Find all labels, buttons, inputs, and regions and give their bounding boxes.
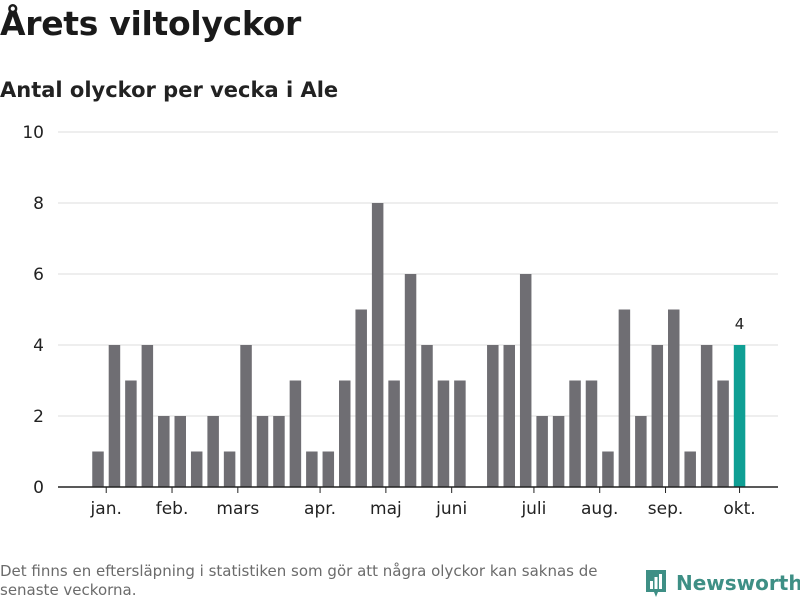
y-axis-ticks: 0 2 4 6 8 10 (22, 123, 44, 498)
bar (141, 345, 154, 487)
bar (273, 416, 285, 487)
y-tick-label: 6 (33, 265, 44, 285)
bar (519, 274, 532, 487)
brand-name: Newsworthy (676, 571, 800, 595)
bar (306, 451, 318, 487)
y-tick-label: 2 (33, 407, 44, 427)
x-axis-ticks: jan. feb. mars apr. maj juni juli aug. sep. okt. (58, 486, 778, 519)
bar (190, 451, 203, 487)
x-tick-label: maj (370, 499, 402, 519)
x-tick-label: juli (520, 499, 546, 519)
bar (618, 309, 631, 487)
bar (536, 416, 548, 487)
bar (388, 380, 400, 487)
bar (569, 380, 581, 487)
bar (635, 416, 647, 487)
x-tick-label: okt. (723, 499, 755, 519)
bar (240, 345, 252, 487)
chart-subtitle: Antal olyckor per vecka i Ale (0, 78, 339, 102)
bar (421, 345, 433, 487)
newsworthy-logo-icon (646, 570, 666, 597)
x-tick-label: feb. (156, 499, 189, 519)
brand-logo: Newsworthy (644, 568, 800, 598)
bar (92, 451, 104, 487)
y-tick-label: 4 (33, 336, 44, 356)
bar (371, 203, 384, 487)
x-tick-label: aug. (581, 499, 618, 519)
bar (158, 416, 170, 487)
bar (174, 416, 186, 487)
bar (108, 345, 121, 487)
bar-chart: 0 2 4 6 8 10 4 jan. feb. mars apr. maj juni juli aug… (22, 123, 778, 519)
bar (552, 416, 565, 487)
bar (207, 416, 219, 487)
x-tick-label: sep. (648, 499, 684, 519)
bar (717, 380, 729, 487)
bar-highlight (733, 345, 746, 487)
x-tick-label: juni (435, 499, 467, 519)
bar (668, 309, 680, 487)
footnote: Det finns en eftersläpning i statistiken… (0, 562, 598, 599)
bar (454, 380, 466, 487)
bar (256, 416, 269, 487)
y-tick-label: 0 (33, 478, 44, 498)
bar (339, 380, 351, 487)
bar (355, 309, 367, 487)
y-tick-label: 8 (33, 194, 44, 214)
bar (125, 380, 137, 487)
chart-title: Årets viltolyckor (0, 4, 301, 43)
bar (487, 345, 499, 487)
bar (322, 451, 335, 487)
bar (700, 345, 713, 487)
bar-value-label: 4 (735, 315, 745, 333)
bar (437, 380, 450, 487)
y-tick-label: 10 (22, 123, 44, 143)
x-tick-label: mars (216, 499, 259, 519)
bar (289, 380, 302, 487)
x-tick-label: jan. (90, 499, 122, 519)
x-tick-label: apr. (304, 499, 336, 519)
bar (585, 380, 598, 487)
bar (602, 451, 614, 487)
bar (503, 345, 515, 487)
bar (651, 345, 664, 487)
bar (684, 451, 696, 487)
bar (404, 274, 417, 487)
bar (223, 451, 236, 487)
bars: 4 (92, 203, 746, 487)
